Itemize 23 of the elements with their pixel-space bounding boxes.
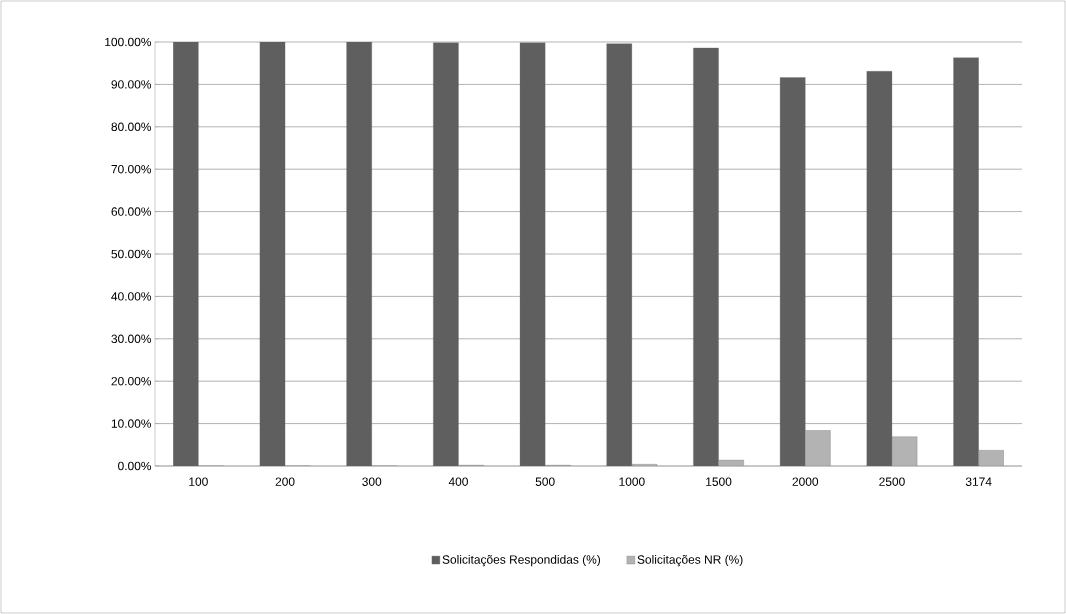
x-tick-label: 2000 xyxy=(792,477,819,486)
y-tick-label: 80.00% xyxy=(111,122,152,132)
y-tick-label: 30.00% xyxy=(111,334,152,344)
x-tick-label: 1500 xyxy=(706,477,732,486)
y-tick-label: 40.00% xyxy=(111,292,152,301)
x-tick-label: 200 xyxy=(275,477,295,486)
x-tick-label: 300 xyxy=(362,477,382,486)
x-tick-label: 2500 xyxy=(879,477,905,486)
y-tick-label: 50.00% xyxy=(111,249,152,259)
y-tick-label: 90.00% xyxy=(111,80,152,89)
y-tick-label: 0.00% xyxy=(118,461,152,471)
legend-label: Solicitações Respondidas (%) xyxy=(442,554,601,567)
y-tick-label: 70.00% xyxy=(111,164,152,174)
x-tick-label: 1000 xyxy=(619,477,645,486)
y-tick-label: 100.00% xyxy=(105,37,152,47)
x-tick-label: 3174 xyxy=(965,477,992,486)
legend-label: Solicitações NR (%) xyxy=(637,554,743,567)
x-tick-label: 500 xyxy=(535,477,555,486)
y-tick-label: 60.00% xyxy=(111,207,152,216)
x-tick-label: 100 xyxy=(189,477,208,486)
x-tick-label: 400 xyxy=(448,477,468,486)
y-tick-label: 20.00% xyxy=(111,376,152,386)
y-tick-label: 10.00% xyxy=(111,419,152,428)
